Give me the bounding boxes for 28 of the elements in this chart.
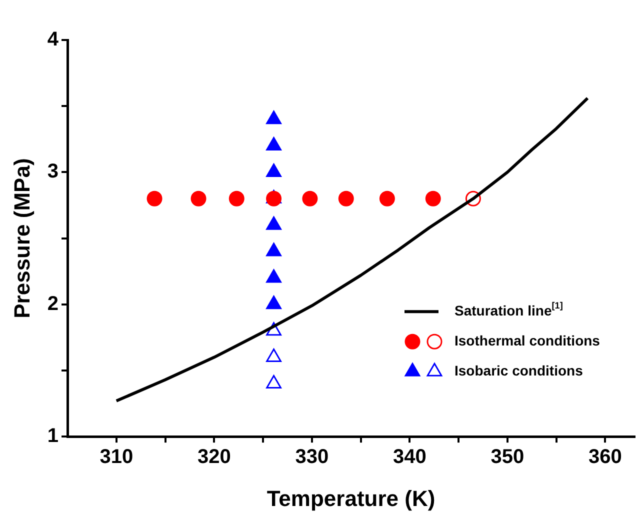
point [338, 190, 354, 206]
y-tick-label: 2 [47, 292, 59, 315]
point [146, 190, 162, 206]
point [302, 190, 318, 206]
x-tick-label: 350 [490, 446, 524, 468]
point [266, 374, 282, 388]
point [425, 190, 441, 206]
point [266, 216, 282, 230]
point [379, 190, 395, 206]
point [266, 242, 282, 256]
legend-label: Isobaric conditions [454, 362, 584, 378]
y-tick-label: 3 [47, 160, 59, 183]
x-tick-label: 310 [100, 446, 134, 468]
x-axis-title: Temperature (K) [266, 486, 436, 511]
point [190, 190, 206, 206]
point [266, 269, 282, 283]
y-axis-title: Pressure (MPa) [9, 158, 34, 318]
x-tick-label: 320 [197, 446, 231, 468]
point [266, 348, 282, 362]
point [266, 190, 282, 206]
point [228, 190, 244, 206]
legend-label: Isothermal conditions [454, 332, 600, 348]
y-tick-label: 4 [47, 28, 60, 51]
x-tick-label: 360 [588, 446, 622, 468]
x-tick-label: 340 [392, 446, 426, 468]
point [266, 296, 282, 310]
y-tick-label: 1 [47, 425, 59, 448]
x-tick-label: 330 [295, 446, 329, 468]
